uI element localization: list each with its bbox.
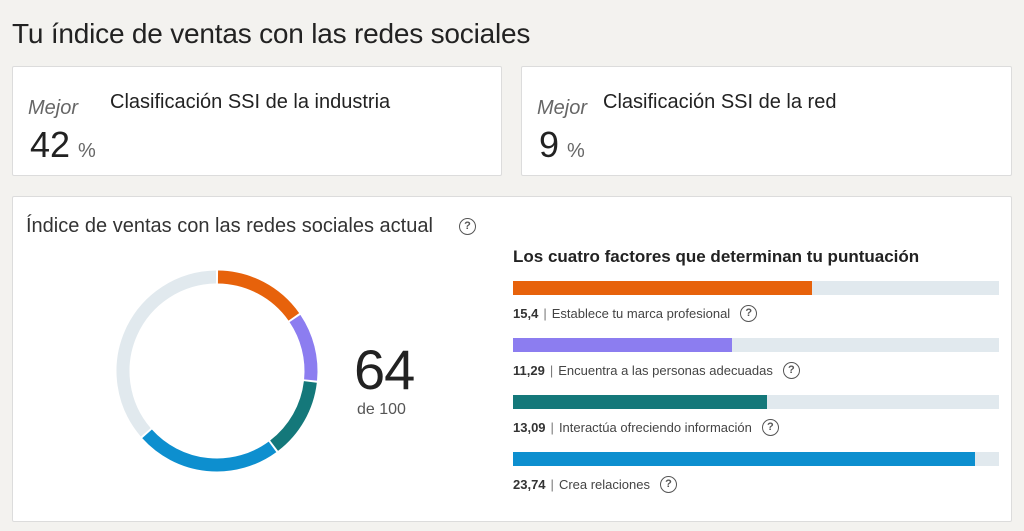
question-circle-icon[interactable]: ? xyxy=(459,218,476,235)
factor-score: 23,74 xyxy=(513,477,546,492)
question-circle-icon[interactable]: ? xyxy=(782,362,800,379)
donut-segment xyxy=(142,429,277,472)
factors-title: Los cuatro factores que determinan tu pu… xyxy=(513,247,920,266)
factor-separator: | xyxy=(543,306,547,321)
factor-caption: 23,74 | Crea relaciones? xyxy=(513,476,999,493)
factor-score: 11,29 xyxy=(513,363,545,378)
factor-brand: 15,4 | Establece tu marca profesional? xyxy=(513,281,999,322)
factor-label: Establece tu marca profesional xyxy=(551,306,731,321)
factor-bar-track xyxy=(513,452,999,466)
industry-rank-title: Clasificación SSI de la industria xyxy=(110,91,391,113)
question-circle-icon[interactable]: ? xyxy=(659,476,677,493)
ssi-title: Índice de ventas con las redes sociales … xyxy=(26,215,433,237)
ssi-score: 64 xyxy=(354,338,415,401)
factor-separator: | xyxy=(549,363,554,378)
factor-bar-fill xyxy=(513,338,733,352)
industry-rank-unit: % xyxy=(78,140,96,162)
factor-caption: 15,4 | Establece tu marca profesional? xyxy=(513,305,999,322)
factor-relationships: 23,74 | Crea relaciones? xyxy=(513,452,999,493)
factor-separator: | xyxy=(550,420,554,435)
industry-rank-qualifier: Mejor xyxy=(28,97,79,119)
factor-bar-track xyxy=(513,281,999,295)
factor-label: Crea relaciones xyxy=(558,477,650,492)
factor-label: Encuentra a las personas adecuadas xyxy=(558,363,773,378)
ssi-donut-chart xyxy=(116,270,318,472)
factor-people: 11,29 | Encuentra a las personas adecuadas… xyxy=(513,338,999,379)
network-rank-value-wrap: 9% xyxy=(539,124,585,166)
network-rank-unit: % xyxy=(567,140,585,162)
factor-score: 15,4 xyxy=(513,306,539,321)
factor-bar-track xyxy=(513,395,999,409)
factor-score: 13,09 xyxy=(513,420,546,435)
factor-bar-fill xyxy=(513,395,768,409)
network-rank-title: Clasificación SSI de la red xyxy=(603,91,837,113)
factor-bar-fill xyxy=(513,452,975,466)
question-circle-icon[interactable]: ? xyxy=(761,419,779,436)
page-title: Tu índice de ventas con las redes social… xyxy=(12,18,531,49)
factor-caption: 11,29 | Encuentra a las personas adecuadas… xyxy=(513,362,999,379)
industry-rank-value: 42 xyxy=(30,124,71,165)
network-rank-qualifier: Mejor xyxy=(537,97,588,119)
factor-caption: 13,09 | Interactúa ofreciendo información? xyxy=(513,419,999,436)
question-circle-icon[interactable]: ? xyxy=(740,305,758,322)
factor-separator: | xyxy=(550,477,554,492)
network-rank-value: 9 xyxy=(539,124,560,165)
network-ranking-card: Mejor Clasificación SSI de la red 9% xyxy=(521,66,1012,176)
donut-segment xyxy=(269,380,317,451)
industry-ranking-card: Mejor Clasificación SSI de la industria … xyxy=(12,66,502,176)
factor-bar-track xyxy=(513,338,999,352)
ssi-card: Índice de ventas con las redes sociales … xyxy=(12,196,1012,522)
ssi-score-max: de 100 xyxy=(357,401,406,418)
donut-segment xyxy=(289,314,318,381)
donut-remainder xyxy=(116,270,217,437)
factor-insights: 13,09 | Interactúa ofreciendo información? xyxy=(513,395,999,436)
donut-segment xyxy=(217,270,300,321)
factor-label: Interactúa ofreciendo información xyxy=(558,420,752,435)
factor-bar-fill xyxy=(513,281,813,295)
industry-rank-value-wrap: 42% xyxy=(30,124,96,166)
